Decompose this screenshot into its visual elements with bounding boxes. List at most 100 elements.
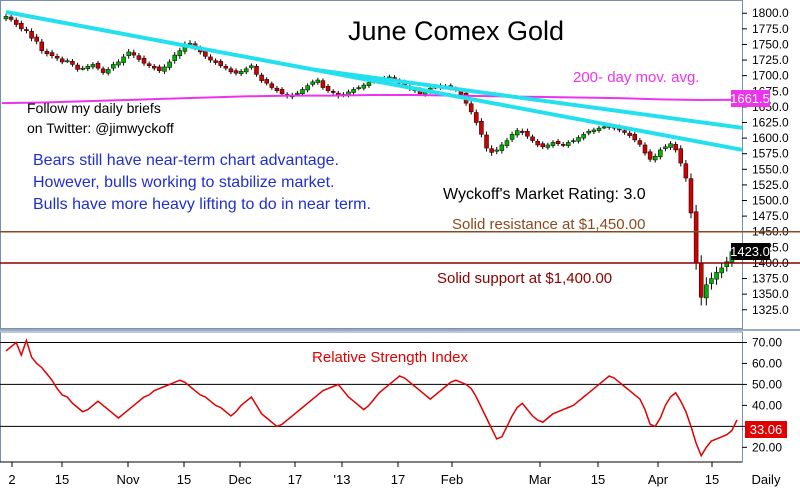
rsi-y-tick-label: 40.00 [752,398,782,412]
candle-body [279,89,285,95]
candle-body [596,127,602,131]
resistance-label: Solid resistance at $1,450.00 [452,216,645,233]
candle-body [566,142,571,146]
candle-body [177,50,183,56]
candle-body [530,136,535,141]
x-axis-tick-label: Apr [648,472,669,487]
candle-body [208,56,213,61]
market-rating: Wyckoff's Market Rating: 3.0 [443,186,646,203]
x-axis-tick-label: 15 [177,472,191,487]
candle-body [70,61,75,65]
candle-body [90,64,96,68]
comment-line-2: However, bulls working to stabilize mark… [33,174,334,191]
candle-body [44,51,50,55]
candle-body [479,120,484,135]
candle-body [698,263,704,298]
x-axis-tick-label: 17 [391,472,405,487]
candle-body [111,64,116,69]
rsi-y-tick-label: 70.00 [752,335,782,349]
x-axis-tick-label: Dec [228,472,252,487]
price-y-tick-label: 1700.0 [752,69,789,83]
candle-body [632,134,638,141]
price-y-tick-label: 1375.0 [752,272,789,286]
candle-body [540,143,545,148]
candle-body [586,130,592,134]
candle-body [366,82,372,86]
candle-body [474,112,479,123]
candle-body [361,84,367,89]
candle-body [259,74,264,81]
candle-body [724,261,730,267]
candle-body [330,91,336,93]
x-axis-tick-label: 15 [55,472,69,487]
price-y-tick-label: 1325.0 [752,303,789,317]
candle-body [269,83,275,88]
x-axis-tick-label: 15 [591,472,605,487]
candle-body [709,278,714,284]
candle-body [254,66,259,75]
candle-body [131,52,137,56]
candle-body [627,132,632,136]
price-y-tick-label: 1475.0 [752,209,789,223]
candle-body [525,130,530,137]
candle-body [162,66,167,72]
twitter-line-1: Follow my daily briefs [27,100,161,116]
candle-body [80,67,85,70]
candle-body [116,61,121,66]
candle-body [642,144,648,154]
candle-body [560,144,566,146]
candle-body [504,140,510,146]
price-y-tick-label: 1550.0 [752,162,789,176]
price-y-tick-label: 1500.0 [752,194,789,208]
x-axis-tick-label: 15 [705,472,719,487]
candle-body [136,55,142,60]
candle-body [555,140,561,144]
price-value-box [731,243,770,260]
candle-body [545,144,551,148]
candle-body [305,85,310,91]
comment-line-3: Bulls have more heavy lifting to do in n… [33,196,371,213]
x-axis-tick-label: '13 [334,472,351,487]
candle-body [264,79,269,84]
moving-average-line [1,94,743,105]
x-axis-tick-label: Mar [529,472,552,487]
candle-body [95,62,101,69]
twitter-line-2: on Twitter: @jimwyckoff [27,120,174,136]
candle-body [494,149,499,152]
price-y-tick-label: 1575.0 [752,147,789,161]
candle-body [146,63,152,66]
candle-body [13,19,19,25]
candle-body [238,71,244,75]
candle-body [468,103,474,113]
candle-body [310,81,315,85]
x-axis-tick-label: Nov [116,472,140,487]
candle-body [499,144,505,151]
rsi-line [5,337,738,458]
candle-body [228,68,234,73]
candle-body [489,148,494,153]
candle-body [678,148,684,164]
rsi-y-tick-label: 50.00 [752,377,782,391]
candle-body [683,163,689,179]
candle-body [719,267,724,274]
price-y-tick-label: 1350.0 [752,287,789,301]
candle-body [351,89,356,93]
candle-body [65,60,70,63]
candle-body [658,149,663,158]
candle-body [233,70,239,74]
candle-body [223,66,229,69]
price-y-tick-label: 1600.0 [752,131,789,145]
x-axis-tick-label: 17 [288,472,302,487]
candle-body [213,60,218,63]
candle-body [514,130,520,136]
candle-body [601,126,607,129]
candle-body [59,58,65,63]
candle-body [75,64,80,70]
candle-body [647,151,653,160]
candle-body [622,130,627,133]
price-y-tick-label: 1725.0 [752,53,789,67]
candle-body [320,80,326,88]
candle-body [24,29,29,31]
